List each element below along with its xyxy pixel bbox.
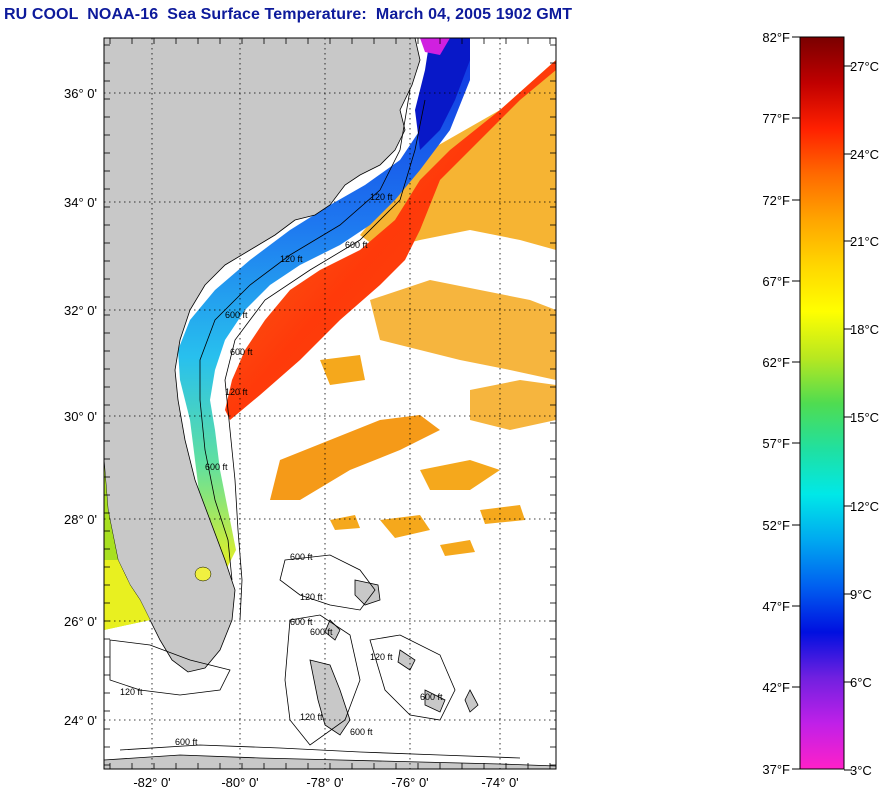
contour-bahamas-3 <box>369 634 456 721</box>
cb-f-label: 57°F <box>762 436 790 451</box>
lat-tick-label: 34° 0' <box>64 195 97 210</box>
contour-label: 600 ft <box>205 462 228 472</box>
map-axes: 36° 0' 34° 0' 32° 0' 30° 0' 28° 0' 26° 0' 24° … <box>64 38 556 790</box>
cuba-coast <box>104 754 556 769</box>
cb-c-label: 3°C <box>850 763 872 778</box>
contour-label: 120 ft <box>370 652 393 662</box>
slope-water-east <box>470 380 556 430</box>
contour-label: 120 ft <box>300 712 323 722</box>
slope-water-band <box>370 280 556 380</box>
slope-water-small1 <box>420 460 500 490</box>
page-title: RU COOL NOAA-16 Sea Surface Temperature:… <box>4 6 573 23</box>
contour-label: 600 ft <box>420 692 443 702</box>
lat-tick-label: 32° 0' <box>64 303 97 318</box>
cb-f-label: 47°F <box>762 599 790 614</box>
cb-f-label: 67°F <box>762 274 790 289</box>
contour-bahamas-1 <box>279 554 376 611</box>
slope-water-small3 <box>440 540 475 556</box>
contour-cuba <box>119 744 521 759</box>
lat-tick-label: 28° 0' <box>64 512 97 527</box>
slope-water-small5 <box>480 505 525 524</box>
contour-label: 600 ft <box>350 727 373 737</box>
lon-tick-label: -74° 0' <box>481 775 518 790</box>
grid-lines <box>104 38 556 769</box>
lon-tick-label: -82° 0' <box>133 775 170 790</box>
lat-tick-label: 24° 0' <box>64 713 97 728</box>
shelf-water <box>178 38 470 570</box>
contour-label: 600 ft <box>345 240 368 250</box>
lon-tick-label: -78° 0' <box>306 775 343 790</box>
contour-120ft <box>199 89 411 581</box>
slope-water-small2 <box>380 515 430 538</box>
contour-label: 600 ft <box>290 552 313 562</box>
cb-c-label: 27°C <box>850 59 879 74</box>
us-coast-land <box>104 38 421 673</box>
cb-f-label: 52°F <box>762 518 790 533</box>
cb-c-label: 6°C <box>850 675 872 690</box>
gulf-stream <box>225 60 556 420</box>
cb-c-label: 24°C <box>850 147 879 162</box>
cb-c-label: 9°C <box>850 587 872 602</box>
contour-label: 120 ft <box>370 192 393 202</box>
gulf-of-mexico-yellow <box>104 560 150 630</box>
cb-c-label: 12°C <box>850 499 879 514</box>
lake-okeechobee <box>194 566 212 582</box>
contour-label: 600 ft <box>175 737 198 747</box>
bahamas-islands <box>309 579 479 736</box>
contour-label: 120 ft <box>225 387 248 397</box>
colorbar-ticks: 82°F 77°F 72°F 67°F 62°F 57°F 52°F 47°F 42°F 37°F… <box>762 30 879 778</box>
contour-label: 120 ft <box>280 254 303 264</box>
colorbar-bar <box>799 36 845 770</box>
cb-f-label: 72°F <box>762 193 790 208</box>
contour-label: 120 ft <box>300 592 323 602</box>
contour-600ft <box>224 99 426 621</box>
contour-label: 600 ft <box>310 627 333 637</box>
cb-f-label: 77°F <box>762 111 790 126</box>
cb-c-label: 15°C <box>850 410 879 425</box>
contour-label: 120 ft <box>120 687 143 697</box>
slope-water-mid <box>270 415 440 500</box>
lat-tick-label: 30° 0' <box>64 409 97 424</box>
contour-keys <box>109 639 231 696</box>
contour-label: 600 ft <box>290 617 313 627</box>
lat-tick-label: 36° 0' <box>64 86 97 101</box>
slope-water-small4 <box>330 515 360 530</box>
lat-tick-label: 26° 0' <box>64 614 97 629</box>
cb-f-label: 82°F <box>762 30 790 45</box>
colorbar: 82°F 77°F 72°F 67°F 62°F 57°F 52°F 47°F 42°F 37°F… <box>762 30 879 778</box>
shelf-cold-north <box>415 38 470 150</box>
shelf-purple-cap <box>420 38 450 55</box>
cb-c-label: 18°C <box>850 322 879 337</box>
cb-f-label: 62°F <box>762 355 790 370</box>
cb-f-label: 42°F <box>762 680 790 695</box>
contour-label: 600 ft <box>230 347 253 357</box>
cb-f-label: 37°F <box>762 762 790 777</box>
cb-c-label: 21°C <box>850 234 879 249</box>
lon-tick-label: -76° 0' <box>391 775 428 790</box>
slope-water-small6 <box>320 355 365 385</box>
contour-label: 600 ft <box>225 310 248 320</box>
lon-tick-label: -80° 0' <box>221 775 258 790</box>
